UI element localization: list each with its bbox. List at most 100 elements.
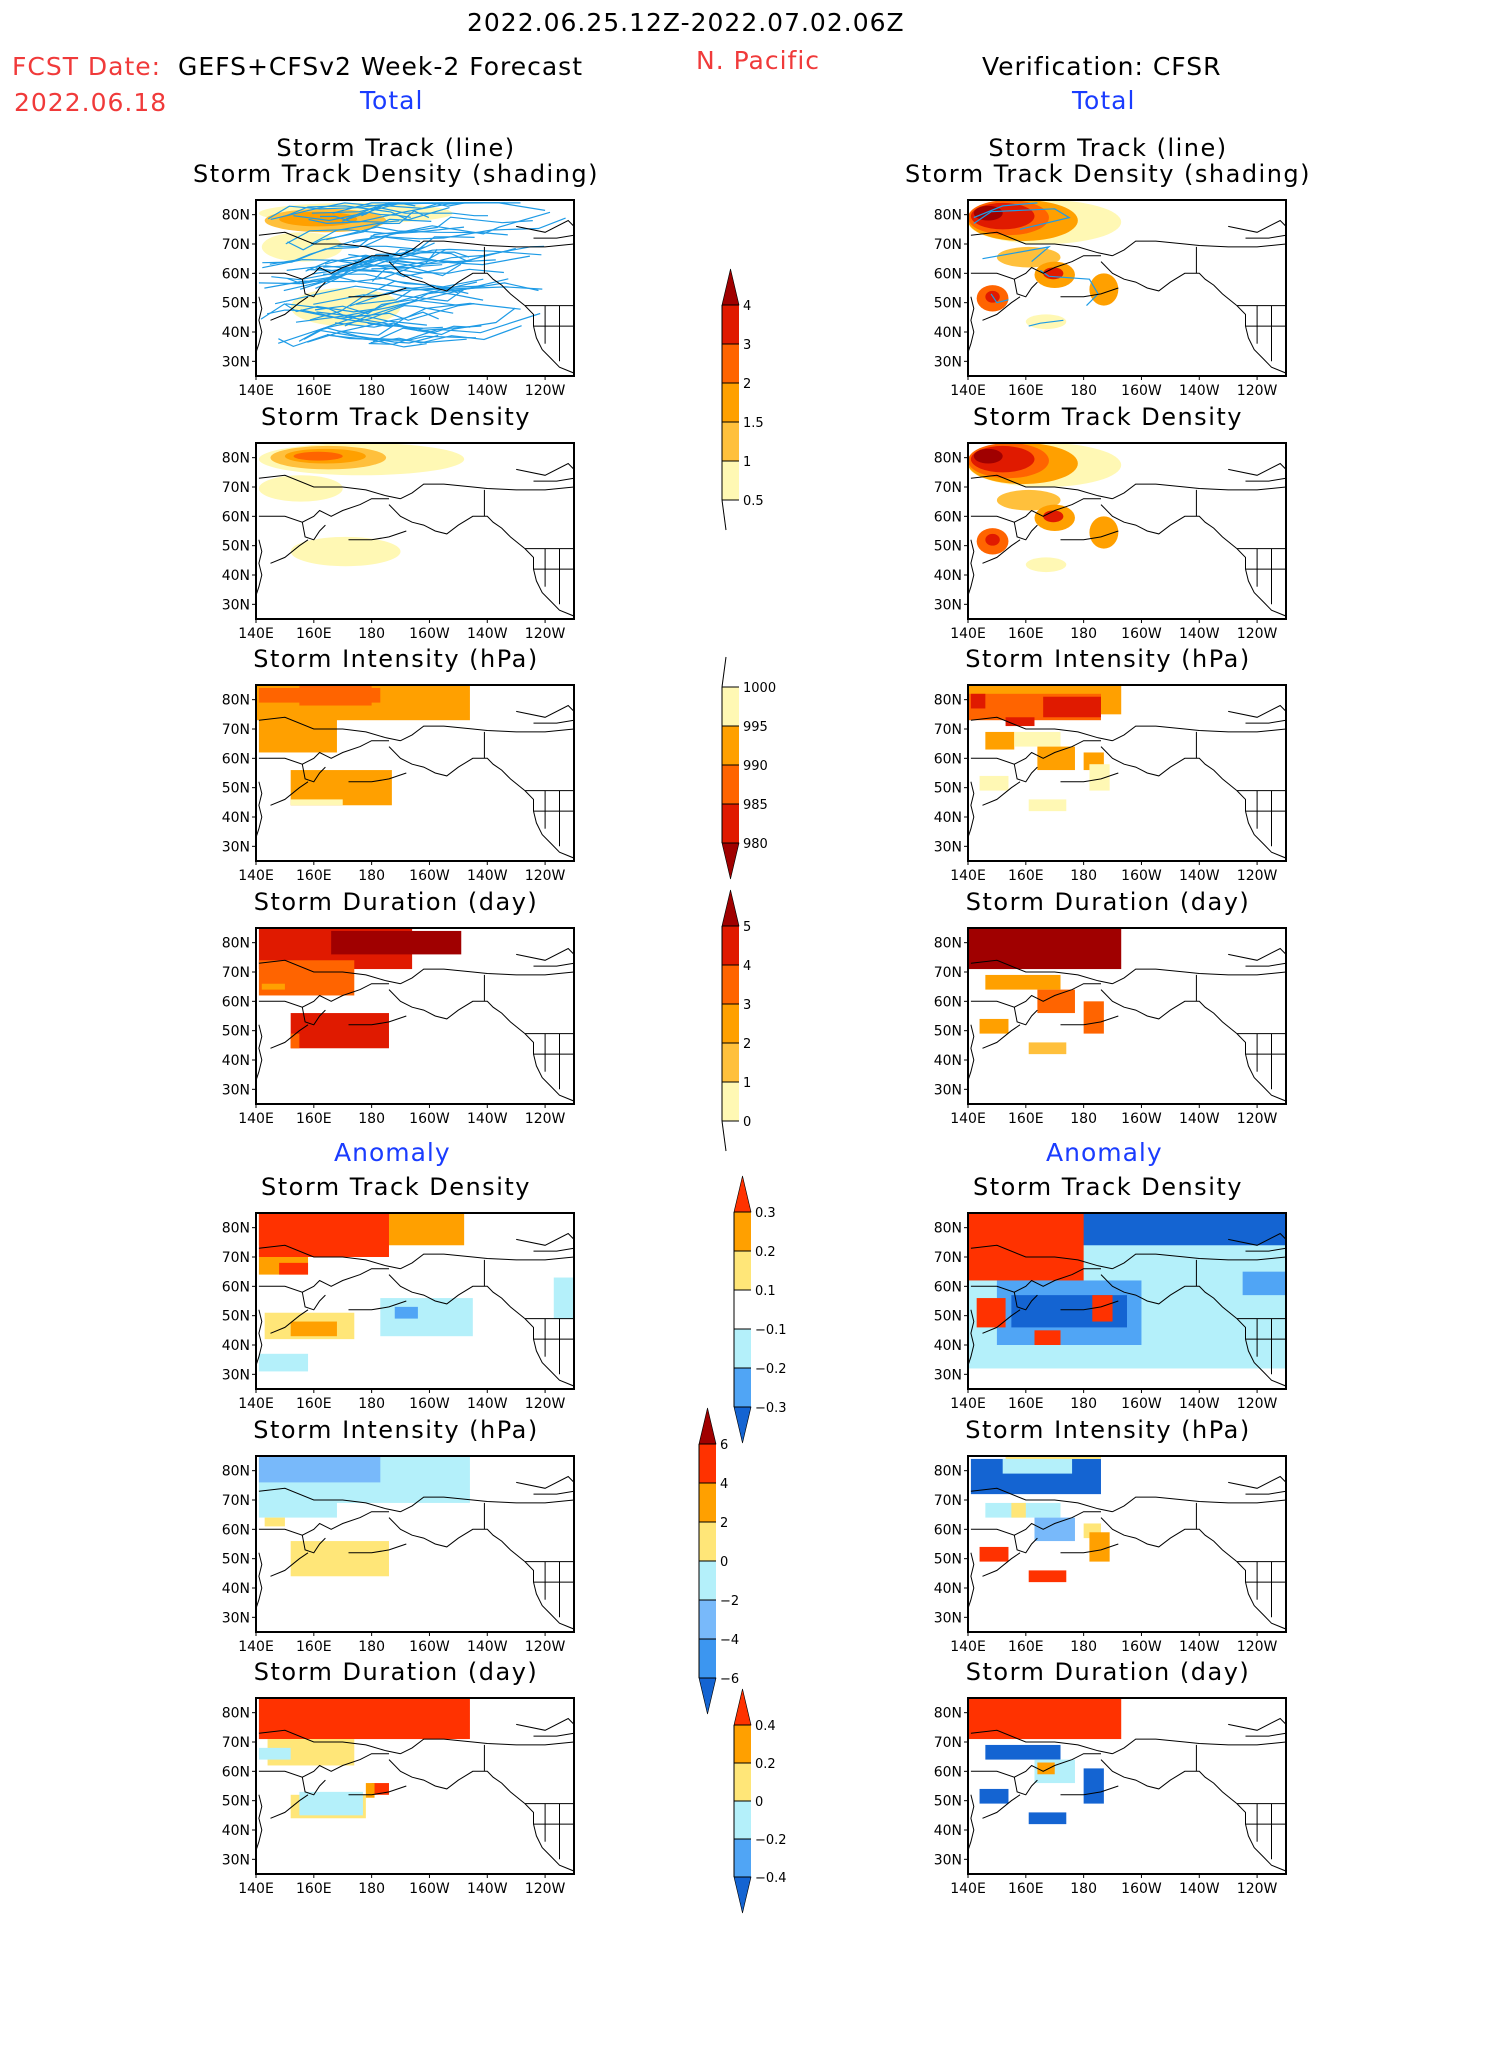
shaded-cell [1005,717,1035,727]
coastline [256,539,263,596]
coastline [258,1487,401,1513]
x-tick-label: 160E [1008,1111,1044,1127]
coastline [400,483,574,500]
colorbar-arrow-top [733,1175,752,1213]
colorbar-segment [722,1004,739,1043]
map-frame [255,1212,575,1390]
y-tick-label: 70N [934,722,962,738]
map-svg: 80N 70N 60N 50N 40N 30N 140E 160E 180 160W 140W 120… [222,684,575,884]
colorbar-segment [734,1290,751,1329]
colorbar-segment [734,1251,751,1290]
colorbar-label: 1000 [743,681,776,696]
x-tick-label: 120W [1237,626,1278,642]
map-svg: 80N 70N 60N 50N 40N 30N 140E 160E 180 160W 140W 120… [222,927,575,1127]
coastline [301,522,326,541]
x-tick-label: 140W [467,1639,508,1655]
coastline [1060,1300,1119,1311]
coastline [301,1535,326,1554]
coastline [524,1318,574,1387]
storm-track-line [370,325,522,344]
region-label: N. Pacific [696,46,821,75]
shaded-cell [1043,510,1064,523]
shaded-cell [290,770,392,806]
shaded-cell [1028,1570,1067,1583]
storm-track-line [355,286,543,305]
colorbar-label: 0.2 [755,1757,776,1772]
coastline [1228,1232,1286,1246]
coastline [524,305,574,374]
colorbar-segment [722,687,739,726]
storm-track-line [303,329,467,344]
y-tick-label: 40N [934,1338,962,1354]
coastline [388,746,526,791]
x-tick-label: 160W [409,1639,450,1655]
y-tick-label: 60N [934,509,962,525]
coastline [970,1244,1113,1270]
y-tick-label: 30N [222,1852,250,1868]
y-tick-label: 50N [222,1024,250,1040]
coastline [1060,772,1119,783]
shaded-cell [258,717,337,753]
fcst-date-value: 2022.06.18 [14,88,168,117]
x-tick-label: 140W [1179,1639,1220,1655]
x-tick-label: 140W [1179,1881,1220,1897]
shaded-cell [293,451,343,461]
coastline [1228,704,1286,718]
x-tick-label: 180 [358,383,385,399]
coastline [256,1794,263,1851]
coastline [258,1511,389,1536]
shaded-cell [968,928,1122,970]
y-tick-label: 70N [934,1250,962,1266]
shaded-cell [258,1494,337,1518]
coastline [533,477,574,482]
panel-title: Storm Duration (day) [965,888,1251,916]
y-tick-label: 60N [934,1279,962,1295]
storm-track-line [286,205,450,221]
x-tick-label: 140E [950,1639,986,1655]
shaded-cell [1069,1213,1286,1246]
y-tick-label: 40N [222,325,250,341]
x-tick-label: 160E [1008,1639,1044,1655]
panel-title: Storm Duration (day) [253,888,539,916]
x-tick-label: 140E [238,1396,274,1412]
shaded-cell [985,731,1015,750]
y-tick-label: 50N [222,781,250,797]
shaded-cell [290,799,343,806]
y-tick-label: 50N [934,1552,962,1568]
shaded-cell [1028,799,1067,812]
coastline [1236,790,1286,859]
coastline [970,231,1113,257]
y-tick-label: 40N [222,1823,250,1839]
storm-track-line [300,309,427,326]
coastline [968,1024,975,1081]
coastline [1228,1475,1286,1489]
x-tick-label: 120W [1237,1639,1278,1655]
storm-track-line [286,265,423,280]
coastline [1245,234,1286,239]
map-svg: 80N 70N 60N 50N 40N 30N 140E 160E 180 160W 140W 120… [934,684,1287,884]
y-tick-label: 50N [934,296,962,312]
shaded-cell [985,1744,1061,1760]
x-tick-label: 140W [1179,1396,1220,1412]
colorbar-segment [722,965,739,1004]
y-tick-label: 40N [934,810,962,826]
panel-subtitle: Storm Track Density (shading) [904,160,1312,188]
x-tick-label: 160E [296,1639,332,1655]
map-svg: 80N 70N 60N 50N 40N 30N 140E 160E 180 160W 140W 120… [934,442,1287,642]
coastline [982,539,1021,564]
x-tick-label: 140E [238,383,274,399]
shaded-cell [1089,764,1110,791]
coastline [1245,1490,1286,1495]
coastline [388,1517,526,1562]
coastline [1236,548,1286,617]
colorbar-label: 995 [743,720,768,735]
coastline [270,539,309,564]
x-tick-label: 160E [296,868,332,884]
coastline [1236,1033,1286,1102]
x-tick-label: 140W [467,1881,508,1897]
coastline [1245,477,1286,482]
coastline [400,968,574,985]
x-tick-label: 180 [358,1396,385,1412]
storm-track-line [266,309,423,329]
y-tick-label: 70N [934,480,962,496]
